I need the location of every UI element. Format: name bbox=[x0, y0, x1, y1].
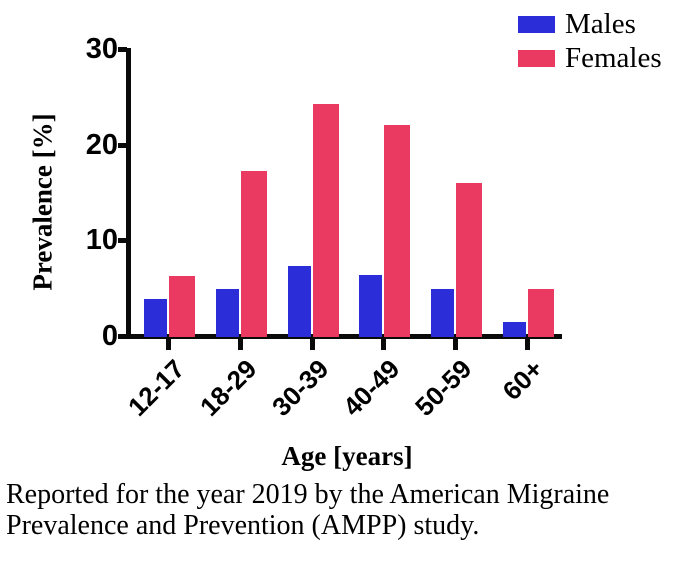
x-tick-18-29 bbox=[238, 338, 243, 350]
y-tick-30 bbox=[118, 47, 127, 52]
x-category-label-60+: 60+ bbox=[496, 353, 549, 406]
x-category-label-12-17: 12-17 bbox=[121, 353, 190, 422]
females-color-swatch-icon bbox=[518, 50, 555, 67]
males-color-swatch-icon bbox=[518, 16, 555, 33]
y-tick-label-20: 20 bbox=[85, 128, 118, 161]
y-axis-title: Prevalence [%] bbox=[27, 113, 58, 291]
x-category-label-30-39: 30-39 bbox=[265, 353, 334, 422]
legend-item-males: Males bbox=[518, 8, 662, 40]
bar-females-60+ bbox=[528, 289, 554, 337]
legend-label-females: Females bbox=[565, 42, 662, 74]
y-tick-label-30: 30 bbox=[85, 33, 118, 65]
bar-males-50-59 bbox=[431, 289, 454, 337]
bar-females-30-39 bbox=[313, 104, 339, 337]
x-category-label-40-49: 40-49 bbox=[336, 353, 405, 422]
legend-label-males: Males bbox=[565, 8, 636, 40]
x-category-label-50-59: 50-59 bbox=[408, 353, 477, 422]
bar-males-12-17 bbox=[144, 299, 167, 337]
bar-males-40-49 bbox=[359, 275, 382, 337]
bar-females-18-29 bbox=[241, 171, 267, 337]
y-tick-0 bbox=[118, 334, 127, 339]
bar-females-50-59 bbox=[456, 183, 482, 337]
x-axis-line bbox=[126, 334, 562, 339]
y-tick-label-10: 10 bbox=[85, 224, 118, 257]
x-tick-50-59 bbox=[453, 338, 458, 350]
caption-line-1: Reported for the year 2019 by the Americ… bbox=[6, 479, 610, 510]
y-tick-label-0: 0 bbox=[101, 320, 118, 352]
y-tick-10 bbox=[118, 238, 127, 244]
figure-caption: Reported for the year 2019 by the Americ… bbox=[6, 479, 682, 541]
chart-legend: Males Females bbox=[518, 8, 662, 80]
bar-males-30-39 bbox=[288, 266, 311, 337]
bar-males-18-29 bbox=[216, 289, 239, 337]
bar-females-40-49 bbox=[384, 125, 410, 337]
x-tick-12-17 bbox=[166, 338, 171, 350]
y-tick-20 bbox=[118, 142, 127, 148]
legend-item-females: Females bbox=[518, 42, 662, 74]
bar-females-12-17 bbox=[169, 276, 195, 337]
x-tick-30-39 bbox=[310, 338, 315, 350]
y-axis-line bbox=[126, 48, 131, 339]
x-tick-60+ bbox=[525, 338, 530, 350]
x-axis-title: Age [years] bbox=[281, 441, 413, 471]
x-category-label-18-29: 18-29 bbox=[193, 353, 262, 422]
bar-males-60+ bbox=[503, 322, 526, 337]
caption-line-2: Prevalence and Prevention (AMPP) study. bbox=[6, 510, 480, 541]
x-tick-40-49 bbox=[381, 338, 386, 350]
